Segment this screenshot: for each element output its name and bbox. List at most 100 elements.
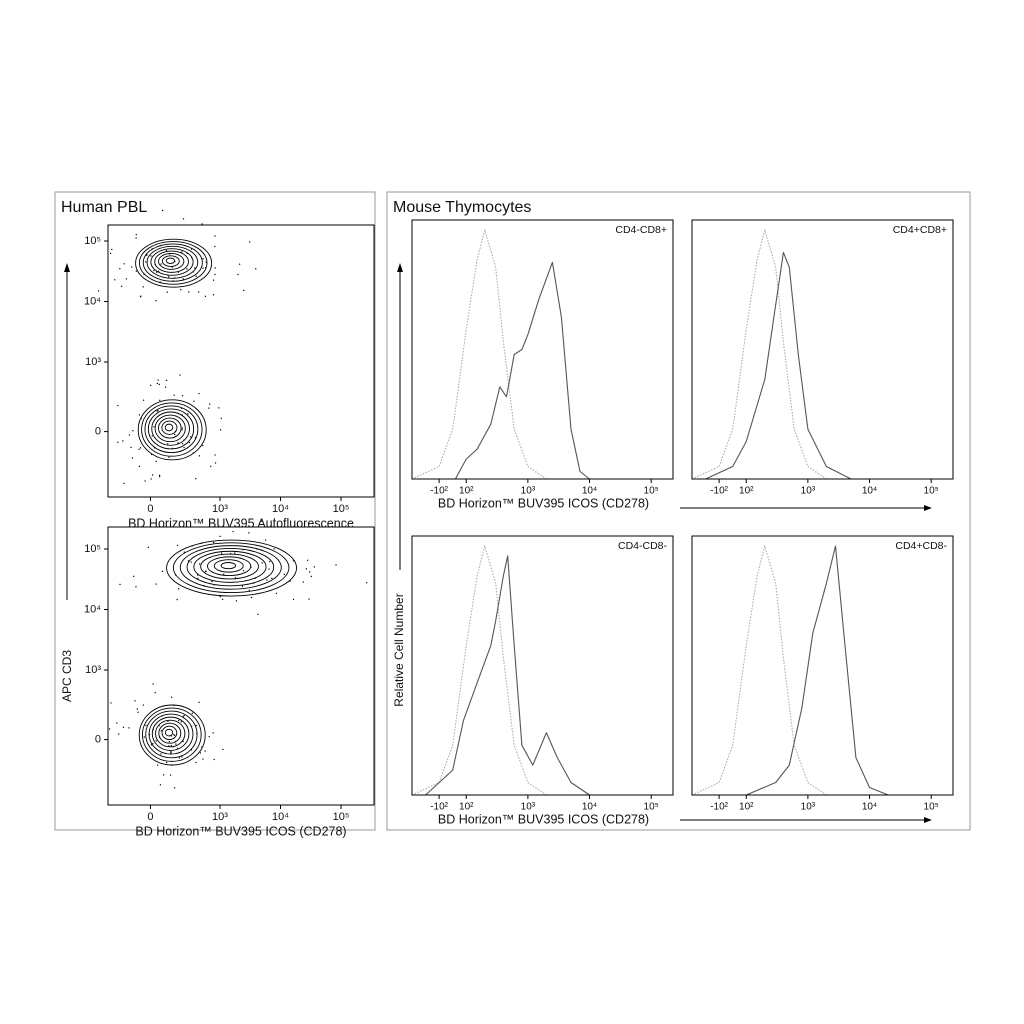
plot-frame — [411, 219, 674, 480]
event-dot — [268, 568, 270, 570]
event-dot — [204, 295, 206, 297]
event-dot — [138, 448, 140, 450]
x-tick-label: 10⁴ — [272, 811, 289, 823]
event-dot — [170, 752, 172, 754]
event-dot — [137, 711, 139, 713]
event-dot — [242, 570, 245, 572]
event-dot — [120, 285, 123, 287]
x-tick-label: 10³ — [801, 486, 816, 497]
event-dot — [143, 736, 145, 738]
event-dot — [155, 583, 157, 585]
plot-title: CD4-CD8- — [618, 540, 668, 552]
event-dot — [243, 289, 245, 292]
event-dot — [212, 732, 214, 734]
y-axis-label: Relative Cell Number — [392, 593, 406, 706]
x-tick-label: 10² — [459, 486, 474, 497]
event-dot — [161, 209, 164, 212]
event-dot — [138, 465, 140, 467]
event-dot — [150, 744, 153, 746]
event-dot — [149, 384, 152, 387]
event-dot — [182, 443, 184, 445]
event-dot — [202, 267, 204, 269]
contour-ring — [142, 243, 203, 282]
event-dot — [197, 577, 199, 579]
event-dot — [135, 234, 137, 236]
y-tick-label: 10⁵ — [84, 235, 101, 247]
event-dot — [152, 743, 154, 745]
contour-ring — [145, 710, 198, 759]
x-tick-label: 10⁴ — [582, 486, 597, 497]
event-dot — [170, 751, 172, 754]
event-dot — [177, 271, 180, 273]
event-dot — [179, 374, 181, 376]
event-dot — [183, 551, 185, 553]
event-dot — [157, 764, 159, 766]
event-dot — [156, 410, 158, 412]
event-dot — [166, 761, 168, 764]
event-dot — [195, 724, 197, 727]
event-dot — [173, 733, 175, 736]
event-dot — [264, 539, 267, 541]
event-dot — [232, 530, 234, 533]
event-dot — [186, 268, 188, 270]
x-tick-label: 10⁵ — [644, 486, 659, 497]
event-dot — [128, 727, 130, 729]
event-dot — [195, 761, 197, 764]
event-dot — [165, 379, 168, 382]
event-dot — [183, 714, 185, 717]
histogram-line — [411, 545, 547, 796]
x-tick-label: 10³ — [212, 811, 228, 823]
event-dot — [190, 749, 193, 751]
contour-ring — [161, 725, 178, 741]
event-dot — [198, 701, 200, 703]
y-tick-label: 0 — [95, 733, 101, 745]
event-dot — [117, 441, 119, 443]
event-dot — [208, 407, 210, 409]
right-panel-frame — [386, 191, 971, 831]
event-dot — [292, 560, 295, 562]
event-dot — [181, 395, 184, 397]
event-dot — [148, 733, 151, 736]
event-dot — [140, 295, 142, 297]
event-dot — [165, 250, 168, 252]
event-dot — [250, 596, 253, 599]
event-dot — [170, 750, 172, 753]
event-dot — [182, 218, 185, 220]
event-dot — [151, 435, 153, 437]
event-dot — [302, 581, 304, 583]
event-dot — [97, 290, 100, 292]
event-dot — [160, 753, 162, 755]
event-dot — [131, 266, 133, 268]
histogram-line — [425, 555, 590, 796]
event-dot — [155, 300, 157, 302]
event-dot — [237, 273, 239, 276]
contour-ring — [161, 420, 178, 435]
left-panel-frame — [54, 191, 376, 831]
event-dot — [218, 407, 220, 409]
x-axis-label: BD Horizon™ BUV395 Autofluorescence — [128, 516, 354, 530]
event-dot — [313, 566, 315, 568]
contour-ring — [151, 716, 190, 751]
histogram-line — [691, 229, 827, 480]
event-dot — [180, 288, 182, 291]
event-dot — [161, 570, 164, 573]
event-dot — [194, 437, 196, 439]
event-dot — [219, 596, 221, 598]
event-dot — [198, 291, 200, 293]
event-dot — [195, 275, 197, 277]
event-dot — [187, 413, 189, 415]
contour-ring — [150, 248, 194, 276]
event-dot — [208, 736, 210, 738]
event-dot — [173, 787, 176, 789]
contour-ring — [213, 559, 244, 573]
contour-ring — [148, 713, 194, 755]
plot-title: CD4+CD8+ — [893, 224, 947, 236]
event-dot — [182, 740, 184, 742]
event-dot — [273, 518, 276, 520]
x-tick-label: 10³ — [521, 802, 536, 813]
y-tick-label: 10³ — [85, 356, 101, 368]
event-dot — [190, 436, 192, 438]
event-dot — [109, 728, 111, 730]
event-dot — [168, 276, 170, 278]
